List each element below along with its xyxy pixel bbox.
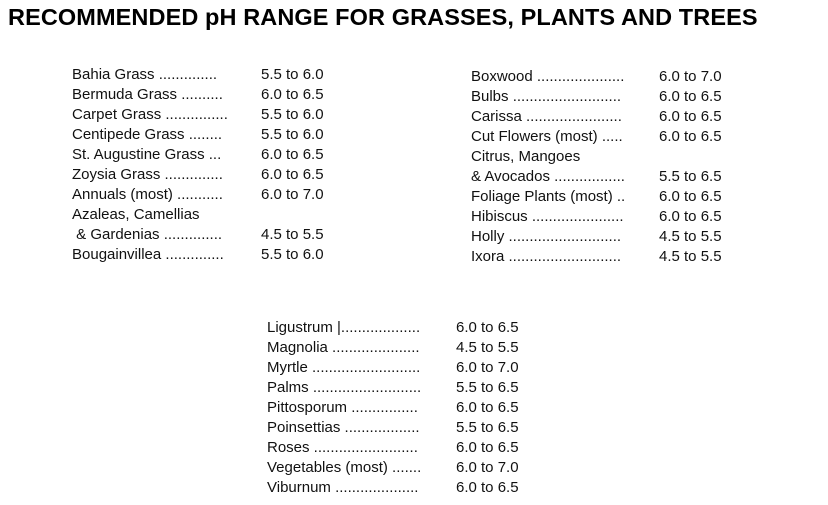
ph-range: 5.5 to 6.5 [659,168,722,185]
plant-name: & Gardenias .............. [72,226,223,243]
plant-name: Citrus, Mangoes [471,148,581,165]
plant-name: Zoysia Grass .............. [72,166,223,183]
plant-name: Vegetables (most) ....... [267,459,422,476]
plant-name: & Avocados ................. [471,168,625,185]
ph-range: 6.0 to 7.0 [261,186,324,203]
ph-range: 6.0 to 6.5 [659,108,722,125]
ph-range: 6.0 to 6.5 [659,88,722,105]
ph-range: 5.5 to 6.5 [456,419,519,436]
ph-range: 6.0 to 6.5 [456,479,519,496]
plant-name: Bermuda Grass .......... [72,86,223,103]
ph-range: 6.0 to 6.5 [456,399,519,416]
plant-name: Centipede Grass ........ [72,126,223,143]
plant-name: Roses ......................... [267,439,418,456]
plant-name: Hibiscus ...................... [471,208,624,225]
plant-name: Ligustrum |................... [267,319,421,336]
plant-name: Bahia Grass .............. [72,66,218,83]
plant-name: Poinsettias .................. [267,419,420,436]
plant-name: Annuals (most) ........... [72,186,223,203]
plant-name: Foliage Plants (most) .. [471,188,626,205]
ph-range: 4.5 to 5.5 [659,228,722,245]
plant-name: Pittosporum ................ [267,399,418,416]
ph-range: 5.5 to 6.0 [261,246,324,263]
plant-name: St. Augustine Grass ... [72,146,222,163]
ph-range: 4.5 to 5.5 [456,339,519,356]
ph-range: 6.0 to 6.5 [456,319,519,336]
plant-name: Magnolia ..................... [267,339,420,356]
plant-name: Holly ........................... [471,228,622,245]
plant-name: Bougainvillea .............. [72,246,224,263]
ph-range: 4.5 to 5.5 [261,226,324,243]
ph-range: 5.5 to 6.0 [261,126,324,143]
plant-name: Azaleas, Camellias [72,206,200,223]
plant-name: Ixora ........................... [471,248,622,265]
ph-range: 5.5 to 6.0 [261,106,324,123]
ph-range: 6.0 to 6.5 [261,166,324,183]
plant-name: Boxwood ..................... [471,68,625,85]
ph-range: 6.0 to 6.5 [261,146,324,163]
ph-range: 5.5 to 6.5 [456,379,519,396]
ph-range: 5.5 to 6.0 [261,66,324,83]
plant-name: Cut Flowers (most) ..... [471,128,623,145]
plant-name: Carissa ....................... [471,108,622,125]
ph-range: 6.0 to 6.5 [261,86,324,103]
ph-range: 6.0 to 7.0 [456,359,519,376]
ph-range: 6.0 to 6.5 [659,208,722,225]
plant-name: Viburnum .................... [267,479,419,496]
ph-range: 6.0 to 6.5 [456,439,519,456]
ph-range: 6.0 to 7.0 [456,459,519,476]
ph-range: 6.0 to 6.5 [659,128,722,145]
plant-name: Palms .......................... [267,379,422,396]
plant-name: Myrtle .......................... [267,359,421,376]
ph-range: 6.0 to 7.0 [659,68,722,85]
plant-name: Bulbs .......................... [471,88,622,105]
plant-name: Carpet Grass ............... [72,106,228,123]
ph-range: 4.5 to 5.5 [659,248,722,265]
ph-range: 6.0 to 6.5 [659,188,722,205]
page-title: RECOMMENDED pH RANGE FOR GRASSES, PLANTS… [8,4,758,30]
